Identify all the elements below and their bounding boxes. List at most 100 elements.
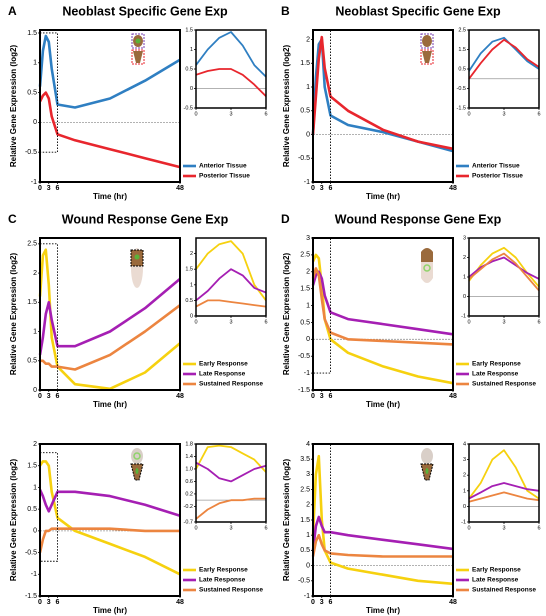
x-tick-label: 48 <box>176 393 184 400</box>
chart-title: Wound Response Gene Exp <box>335 212 502 226</box>
y-tick-label: 3 <box>463 235 466 241</box>
zoom-box <box>312 29 331 183</box>
x-tick-label: 6 <box>264 111 267 117</box>
y-tick-label: -0.7 <box>184 519 193 525</box>
y-tick-label: 1.5 <box>300 517 310 524</box>
x-tick-label: 6 <box>56 599 60 606</box>
x-tick-label: 0 <box>38 185 42 192</box>
series-line <box>468 491 540 503</box>
x-tick-label: 6 <box>329 599 333 606</box>
legend-label: Posterior Tissue <box>472 173 523 180</box>
worm-icon <box>420 33 434 65</box>
y-tick-label: 0 <box>33 119 37 126</box>
y-tick-label: 3 <box>306 235 310 242</box>
series-line <box>468 449 540 500</box>
series-line <box>195 31 267 78</box>
x-axis-label: Time (hr) <box>366 400 400 409</box>
y-tick-label: -1 <box>31 571 37 578</box>
y-tick-label: -1 <box>304 179 310 186</box>
worm-icon <box>131 33 145 65</box>
y-tick-label: 2 <box>33 270 37 277</box>
x-tick-label: 3 <box>320 185 324 192</box>
x-axis-label: Time (hr) <box>93 400 127 409</box>
y-tick-label: 4 <box>463 441 466 447</box>
series-line <box>468 38 540 80</box>
y-tick-label: -0.5 <box>457 86 466 92</box>
chart-title: Neoblast Specific Gene Exp <box>62 4 228 18</box>
series-line <box>311 533 453 558</box>
zoom-box <box>39 32 58 153</box>
x-tick-label: 6 <box>329 185 333 192</box>
y-tick-label: 1 <box>306 302 310 309</box>
y-tick-label: 0.5 <box>27 506 37 513</box>
chart-title: Neoblast Specific Gene Exp <box>335 4 501 18</box>
plot-frame <box>195 237 267 317</box>
x-axis-label: Time (hr) <box>366 192 400 201</box>
x-tick-label: 6 <box>56 393 60 400</box>
y-tick-label: 1 <box>463 274 466 280</box>
x-tick-label: 3 <box>47 393 51 400</box>
y-tick-label: 1 <box>306 532 310 539</box>
y-tick-label: 1.5 <box>300 286 310 293</box>
x-tick-label: 6 <box>537 111 540 117</box>
y-tick-label: 0.2 <box>185 491 193 497</box>
x-tick-label: 0 <box>194 111 197 117</box>
y-tick-label: 2 <box>306 502 310 509</box>
plot-frame <box>39 29 181 183</box>
y-tick-label: -0.5 <box>298 578 310 585</box>
panel-letter: D <box>281 212 290 226</box>
y-tick-label: 0.5 <box>185 298 193 304</box>
y-tick-label: 2 <box>306 36 310 43</box>
x-tick-label: 0 <box>194 525 197 531</box>
y-tick-label: 4 <box>306 441 310 448</box>
y-tick-label: -0.2 <box>184 504 193 510</box>
y-tick-label: 1.8 <box>185 441 193 447</box>
legend-label: Late Response <box>472 577 519 584</box>
y-tick-label: 1.0 <box>185 466 193 472</box>
y-tick-label: -1 <box>31 179 37 186</box>
x-tick-label: 6 <box>264 525 267 531</box>
series-line <box>38 34 181 109</box>
panel-letter: C <box>8 212 17 226</box>
y-tick-label: 2 <box>463 473 466 479</box>
y-tick-label: 1 <box>33 60 37 67</box>
series-line <box>468 252 540 292</box>
series-line <box>311 253 454 385</box>
y-axis-label: Relative Gene Expression (log2) <box>282 459 291 582</box>
plot-frame <box>39 237 181 391</box>
y-tick-label: 3.5 <box>300 456 310 463</box>
worm-icon <box>420 448 434 481</box>
x-tick-label: 0 <box>467 111 470 117</box>
legend-label: Late Response <box>472 371 519 378</box>
y-tick-label: 0.5 <box>27 89 37 96</box>
legend-label: Anterior Tissue <box>472 163 520 170</box>
series-line <box>38 489 181 517</box>
series-line <box>195 268 267 302</box>
series-line <box>311 267 454 346</box>
y-tick-label: 1 <box>33 484 37 491</box>
y-tick-label: -0.5 <box>184 105 193 111</box>
zoom-box <box>312 237 331 374</box>
plot-frame <box>468 29 540 109</box>
y-tick-label: -1 <box>461 313 466 319</box>
series-line <box>195 299 267 308</box>
worm-icon <box>130 448 144 481</box>
legend-label: Late Response <box>199 371 246 378</box>
y-tick-label: 1.5 <box>185 267 193 273</box>
x-tick-label: 3 <box>320 393 324 400</box>
x-tick-label: 6 <box>537 319 540 325</box>
y-tick-label: 1 <box>463 488 466 494</box>
y-tick-label: 1.5 <box>27 463 37 470</box>
y-tick-label: 0.5 <box>458 66 466 72</box>
y-axis-label: Relative Gene Expression (log2) <box>282 253 291 376</box>
legend-label: Sustained Response <box>472 381 536 388</box>
y-tick-label: 0.5 <box>300 547 310 554</box>
series-line <box>468 36 540 72</box>
x-tick-label: 6 <box>329 393 333 400</box>
y-tick-label: 1 <box>190 47 193 53</box>
legend-label: Early Response <box>472 361 521 368</box>
series-line <box>38 527 180 553</box>
y-tick-label: 1 <box>33 328 37 335</box>
y-tick-label: -1 <box>304 593 310 600</box>
series-line <box>311 515 454 551</box>
